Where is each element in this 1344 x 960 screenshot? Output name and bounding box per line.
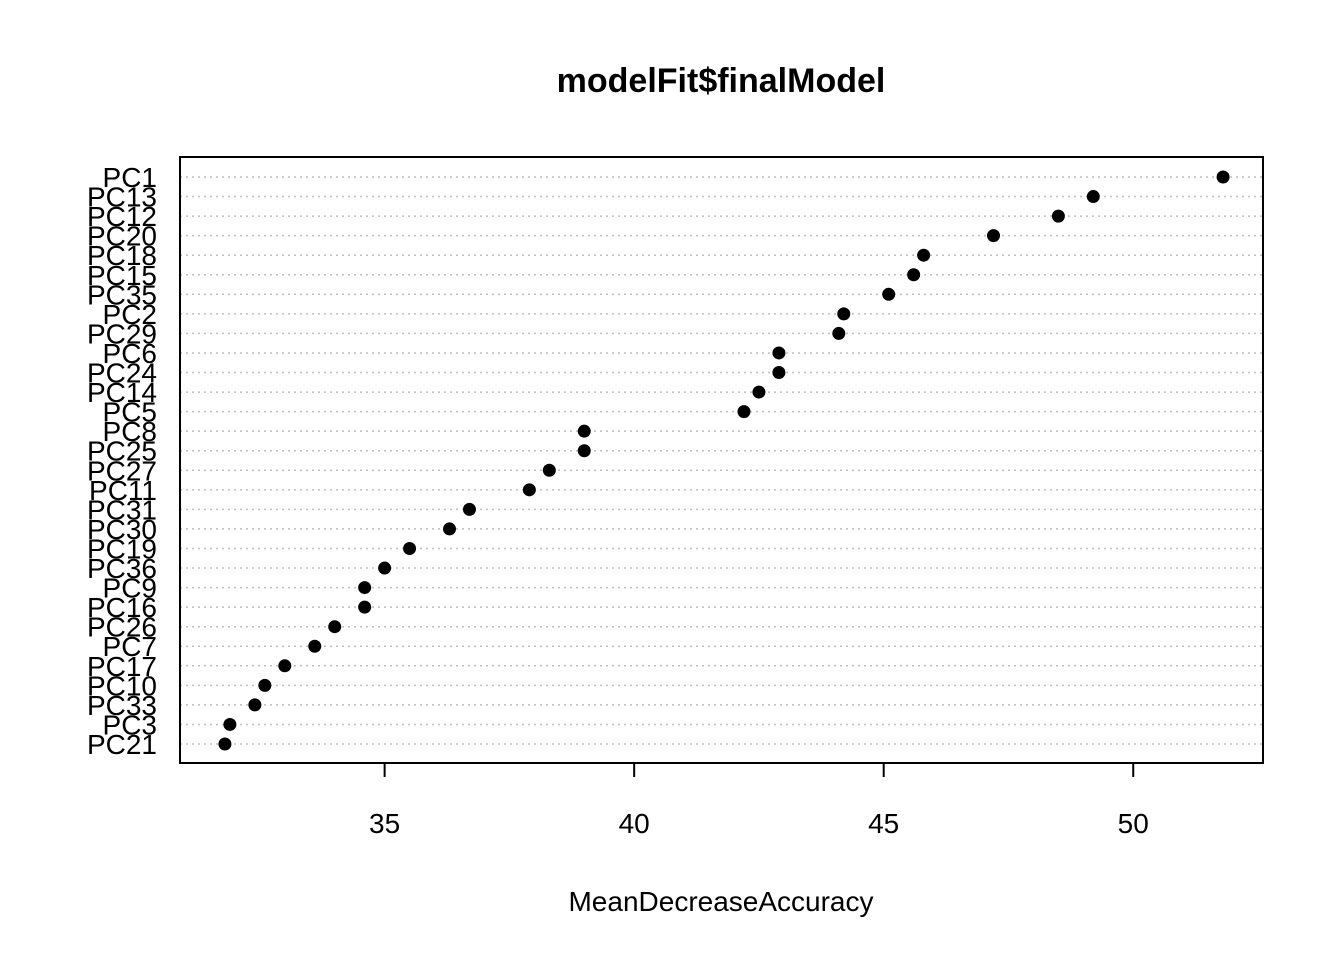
data-point [258,678,272,692]
data-point [752,385,766,399]
data-point [917,248,931,262]
data-point [248,698,262,712]
data-point [358,600,372,614]
data-points [218,170,1230,751]
data-point [462,502,476,516]
data-point [443,522,457,536]
category-label: PC3 [103,709,157,740]
data-point [577,444,591,458]
category-label: PC29 [87,318,157,349]
data-point [832,326,846,340]
data-point [1086,190,1100,204]
category-label: PC26 [87,612,157,643]
data-point [1051,209,1065,223]
data-point [542,463,556,477]
data-point [577,424,591,438]
category-label: PC30 [87,514,157,545]
category-label: PC10 [87,670,157,701]
x-tick-label: 45 [868,808,899,839]
data-point [308,639,322,653]
data-point [328,620,342,634]
category-label: PC20 [87,221,157,252]
category-label: PC36 [87,553,157,584]
category-label: PC1 [103,162,157,193]
data-point [378,561,392,575]
data-point [907,268,921,282]
data-point [882,287,896,301]
category-label: PC18 [87,240,157,271]
category-label: PC17 [87,651,157,682]
data-point [278,659,292,673]
category-label: PC8 [103,416,157,447]
chart-title: modelFit$finalModel [557,62,886,100]
x-axis: 35 40 45 50 [369,762,1149,839]
data-point [837,307,851,321]
category-labels: PC1PC13PC12PC20PC18PC15PC35PC2PC29PC6PC2… [87,162,157,760]
data-point [522,483,536,497]
x-tick-label: 40 [619,808,650,839]
category-label: PC35 [87,279,157,310]
category-label: PC33 [87,690,157,721]
grid-lines [180,176,1263,745]
category-label: PC16 [87,592,157,623]
data-point [223,717,237,731]
category-label: PC2 [103,299,157,330]
data-point [986,229,1000,243]
category-label: PC9 [103,573,157,604]
data-point [772,346,786,360]
category-label: PC19 [87,533,157,564]
category-label: PC14 [87,377,157,408]
plot-frame [179,156,1264,764]
category-label: PC5 [103,397,157,428]
category-label: PC13 [87,182,157,213]
data-point [358,581,372,595]
data-point [218,737,232,751]
x-tick-label: 50 [1118,808,1149,839]
category-label: PC6 [103,338,157,369]
data-point [737,405,751,419]
category-label: PC31 [87,494,157,525]
data-point [772,366,786,380]
category-label: PC27 [87,455,157,486]
category-label: PC15 [87,260,157,291]
x-axis-label: MeanDecreaseAccuracy [568,886,873,917]
category-label: PC7 [103,631,157,662]
data-point [1216,170,1230,184]
category-label: PC21 [87,729,157,760]
x-tick-label: 35 [369,808,400,839]
category-label: PC12 [87,201,157,232]
category-label: PC11 [89,475,157,506]
category-label: PC24 [87,358,157,389]
category-label: PC25 [87,436,157,467]
data-point [403,541,417,555]
